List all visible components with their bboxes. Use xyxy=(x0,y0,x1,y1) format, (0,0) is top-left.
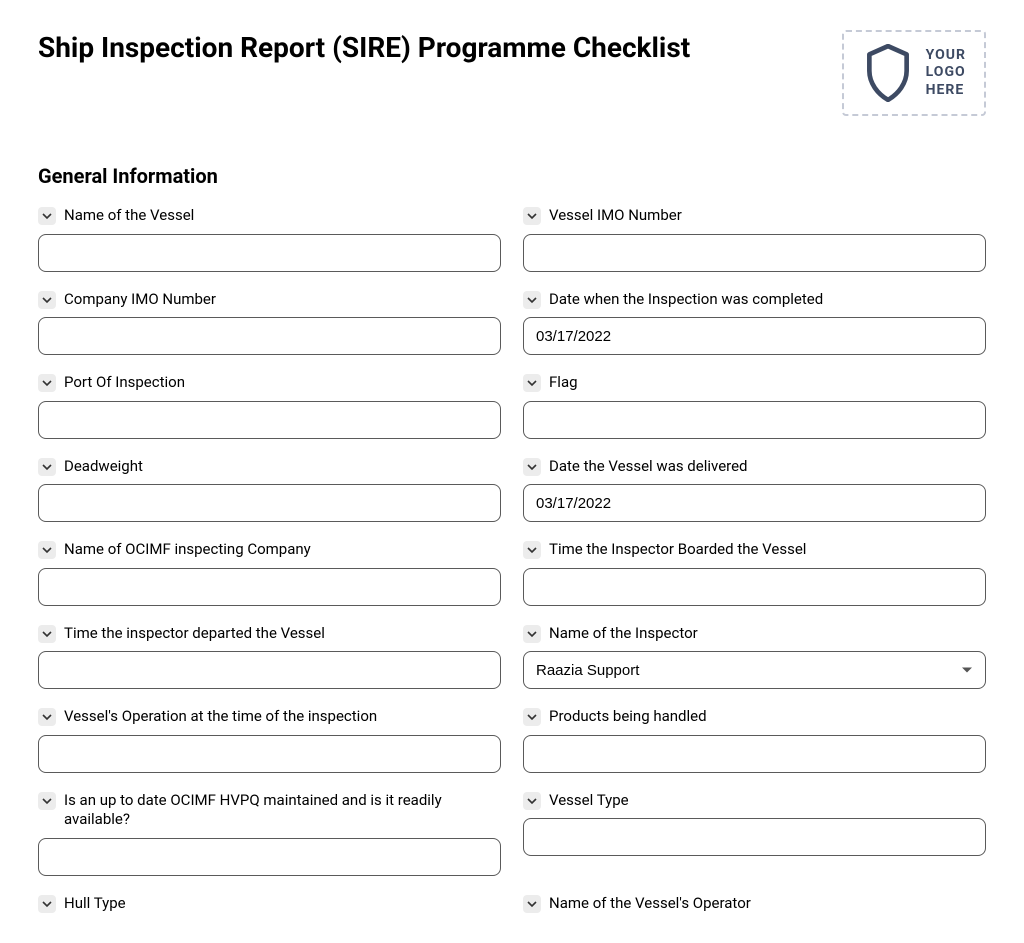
field-label: Is an up to date OCIMF HVPQ maintained a… xyxy=(64,791,501,830)
chevron-down-icon[interactable] xyxy=(38,207,56,225)
field-hvpq: Is an up to date OCIMF HVPQ maintained a… xyxy=(38,791,501,876)
field-departed-time: Time the inspector departed the Vessel xyxy=(38,624,501,690)
field-label: Time the inspector departed the Vessel xyxy=(64,624,325,644)
company-imo-input[interactable] xyxy=(38,317,501,355)
chevron-down-icon[interactable] xyxy=(38,625,56,643)
field-label: Flag xyxy=(549,373,578,393)
chevron-down-icon[interactable] xyxy=(38,458,56,476)
chevron-down-icon[interactable] xyxy=(38,541,56,559)
field-label: Date the Vessel was delivered xyxy=(549,457,748,477)
chevron-down-icon[interactable] xyxy=(523,207,541,225)
page-title: Ship Inspection Report (SIRE) Programme … xyxy=(38,30,690,66)
chevron-down-icon[interactable] xyxy=(38,374,56,392)
logo-placeholder[interactable]: YOURLOGOHERE xyxy=(842,30,986,116)
field-deadweight: Deadweight xyxy=(38,457,501,523)
field-hull-type: Hull Type xyxy=(38,894,501,914)
chevron-down-icon[interactable] xyxy=(523,374,541,392)
chevron-down-icon[interactable] xyxy=(523,895,541,913)
chevron-down-icon[interactable] xyxy=(523,541,541,559)
inspector-name-select[interactable]: Raazia Support xyxy=(523,651,986,689)
chevron-down-icon[interactable] xyxy=(523,458,541,476)
chevron-down-icon[interactable] xyxy=(38,708,56,726)
field-products: Products being handled xyxy=(523,707,986,773)
field-label: Port Of Inspection xyxy=(64,373,185,393)
field-company-imo: Company IMO Number xyxy=(38,290,501,356)
vessel-operation-input[interactable] xyxy=(38,735,501,773)
boarded-time-input[interactable] xyxy=(523,568,986,606)
chevron-down-icon[interactable] xyxy=(523,792,541,810)
vessel-type-input[interactable] xyxy=(523,818,986,856)
field-vessel-operation: Vessel's Operation at the time of the in… xyxy=(38,707,501,773)
field-label: Time the Inspector Boarded the Vessel xyxy=(549,540,806,560)
chevron-down-icon[interactable] xyxy=(523,708,541,726)
field-vessel-type: Vessel Type xyxy=(523,791,986,876)
field-label: Vessel's Operation at the time of the in… xyxy=(64,707,377,727)
deadweight-input[interactable] xyxy=(38,484,501,522)
field-label: Vessel Type xyxy=(549,791,629,811)
field-operator-name: Name of the Vessel's Operator xyxy=(523,894,986,914)
products-input[interactable] xyxy=(523,735,986,773)
field-label: Deadweight xyxy=(64,457,143,477)
field-flag: Flag xyxy=(523,373,986,439)
departed-time-input[interactable] xyxy=(38,651,501,689)
field-label: Name of OCIMF inspecting Company xyxy=(64,540,311,560)
field-label: Company IMO Number xyxy=(64,290,216,310)
field-label: Name of the Inspector xyxy=(549,624,698,644)
ocimf-company-input[interactable] xyxy=(38,568,501,606)
field-delivery-date: Date the Vessel was delivered xyxy=(523,457,986,523)
port-input[interactable] xyxy=(38,401,501,439)
chevron-down-icon[interactable] xyxy=(38,895,56,913)
delivery-date-input[interactable] xyxy=(523,484,986,522)
inspection-date-input[interactable] xyxy=(523,317,986,355)
field-vessel-name: Name of the Vessel xyxy=(38,206,501,272)
field-inspector-name: Name of the Inspector Raazia Support xyxy=(523,624,986,690)
shield-icon xyxy=(862,44,914,102)
flag-input[interactable] xyxy=(523,401,986,439)
field-boarded-time: Time the Inspector Boarded the Vessel xyxy=(523,540,986,606)
vessel-imo-input[interactable] xyxy=(523,234,986,272)
vessel-name-input[interactable] xyxy=(38,234,501,272)
field-label: Vessel IMO Number xyxy=(549,206,682,226)
chevron-down-icon[interactable] xyxy=(38,792,56,810)
form-grid: Name of the Vessel Vessel IMO Number Com… xyxy=(38,206,986,913)
section-title: General Information xyxy=(38,164,986,188)
field-inspection-date: Date when the Inspection was completed xyxy=(523,290,986,356)
field-vessel-imo: Vessel IMO Number xyxy=(523,206,986,272)
logo-placeholder-text: YOURLOGOHERE xyxy=(926,47,966,100)
field-port: Port Of Inspection xyxy=(38,373,501,439)
chevron-down-icon[interactable] xyxy=(523,291,541,309)
field-label: Name of the Vessel xyxy=(64,206,194,226)
field-ocimf-company: Name of OCIMF inspecting Company xyxy=(38,540,501,606)
field-label: Hull Type xyxy=(64,894,126,914)
chevron-down-icon[interactable] xyxy=(38,291,56,309)
field-label: Name of the Vessel's Operator xyxy=(549,894,751,914)
chevron-down-icon[interactable] xyxy=(523,625,541,643)
field-label: Date when the Inspection was completed xyxy=(549,290,823,310)
field-label: Products being handled xyxy=(549,707,707,727)
